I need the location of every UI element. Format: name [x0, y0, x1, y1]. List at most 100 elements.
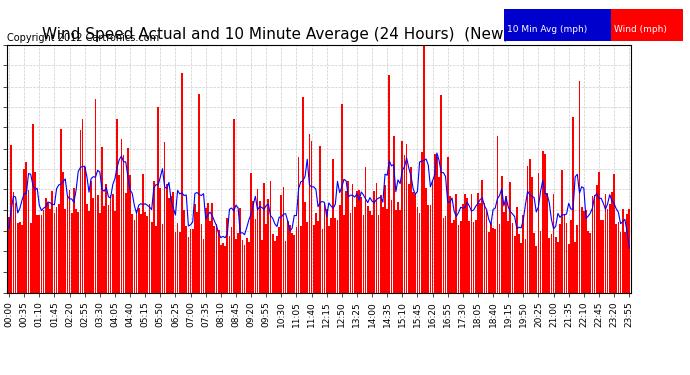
Bar: [19, 222, 21, 292]
Bar: [192, 229, 194, 292]
Bar: [194, 204, 196, 292]
Bar: [492, 228, 494, 292]
Bar: [477, 193, 479, 292]
Bar: [583, 211, 584, 292]
Bar: [116, 118, 118, 292]
Bar: [280, 195, 282, 292]
Bar: [161, 224, 164, 292]
Bar: [531, 177, 533, 292]
Bar: [146, 216, 148, 292]
Bar: [28, 189, 30, 292]
Bar: [99, 213, 101, 292]
Bar: [562, 170, 563, 292]
Bar: [386, 209, 388, 292]
Bar: [315, 213, 317, 292]
Bar: [557, 242, 559, 292]
Bar: [148, 204, 150, 292]
Bar: [123, 155, 124, 292]
Text: Wind (mph): Wind (mph): [614, 26, 667, 34]
Bar: [367, 206, 368, 292]
Bar: [34, 172, 36, 292]
Bar: [384, 185, 386, 292]
Bar: [285, 241, 286, 292]
Bar: [609, 204, 611, 292]
Bar: [490, 223, 492, 292]
Bar: [624, 232, 626, 292]
Bar: [283, 187, 284, 292]
Bar: [184, 210, 185, 292]
Bar: [83, 167, 86, 292]
Bar: [462, 204, 464, 292]
Bar: [460, 220, 462, 292]
Bar: [535, 246, 537, 292]
Bar: [177, 222, 179, 292]
Bar: [434, 154, 435, 292]
Bar: [412, 192, 414, 292]
Bar: [151, 222, 152, 292]
Bar: [522, 215, 524, 292]
Bar: [142, 174, 144, 292]
Bar: [77, 212, 79, 292]
Bar: [404, 155, 405, 292]
Bar: [497, 136, 498, 292]
Bar: [287, 221, 288, 292]
Bar: [464, 194, 466, 292]
Bar: [604, 194, 607, 292]
Bar: [257, 189, 259, 292]
Bar: [140, 214, 141, 292]
Bar: [587, 231, 589, 292]
Bar: [306, 222, 308, 292]
Bar: [106, 184, 107, 292]
Bar: [216, 224, 217, 292]
Bar: [270, 181, 271, 292]
Bar: [391, 200, 393, 292]
Bar: [226, 218, 228, 292]
Bar: [333, 159, 334, 292]
Bar: [129, 175, 131, 292]
Bar: [350, 213, 351, 292]
Bar: [432, 181, 433, 292]
Bar: [457, 225, 460, 292]
Bar: [373, 190, 375, 292]
Bar: [121, 139, 122, 292]
Bar: [86, 204, 88, 292]
Bar: [198, 94, 200, 292]
Bar: [589, 233, 591, 292]
Bar: [230, 227, 233, 292]
Bar: [546, 194, 548, 292]
Bar: [127, 147, 129, 292]
Bar: [81, 119, 83, 292]
Bar: [289, 225, 290, 292]
Bar: [188, 237, 189, 292]
Bar: [377, 214, 380, 292]
Bar: [159, 188, 161, 292]
Bar: [615, 224, 617, 292]
Bar: [440, 95, 442, 292]
Bar: [32, 124, 34, 292]
Bar: [248, 242, 250, 292]
Bar: [425, 188, 427, 292]
Bar: [136, 210, 137, 292]
Bar: [155, 225, 157, 292]
Bar: [352, 184, 353, 292]
Bar: [112, 194, 114, 292]
Bar: [235, 239, 237, 292]
Bar: [335, 218, 336, 292]
Bar: [308, 134, 310, 292]
Bar: [395, 210, 397, 292]
Bar: [304, 201, 306, 292]
Bar: [551, 234, 552, 292]
Bar: [179, 232, 181, 292]
Bar: [622, 209, 624, 292]
Bar: [237, 232, 239, 292]
Bar: [17, 223, 19, 292]
Bar: [406, 144, 408, 292]
Bar: [339, 205, 341, 292]
Bar: [153, 182, 155, 292]
Bar: [10, 145, 12, 292]
Bar: [382, 207, 384, 292]
Bar: [14, 203, 17, 292]
Bar: [596, 185, 598, 292]
Bar: [520, 243, 522, 292]
Bar: [503, 211, 504, 292]
